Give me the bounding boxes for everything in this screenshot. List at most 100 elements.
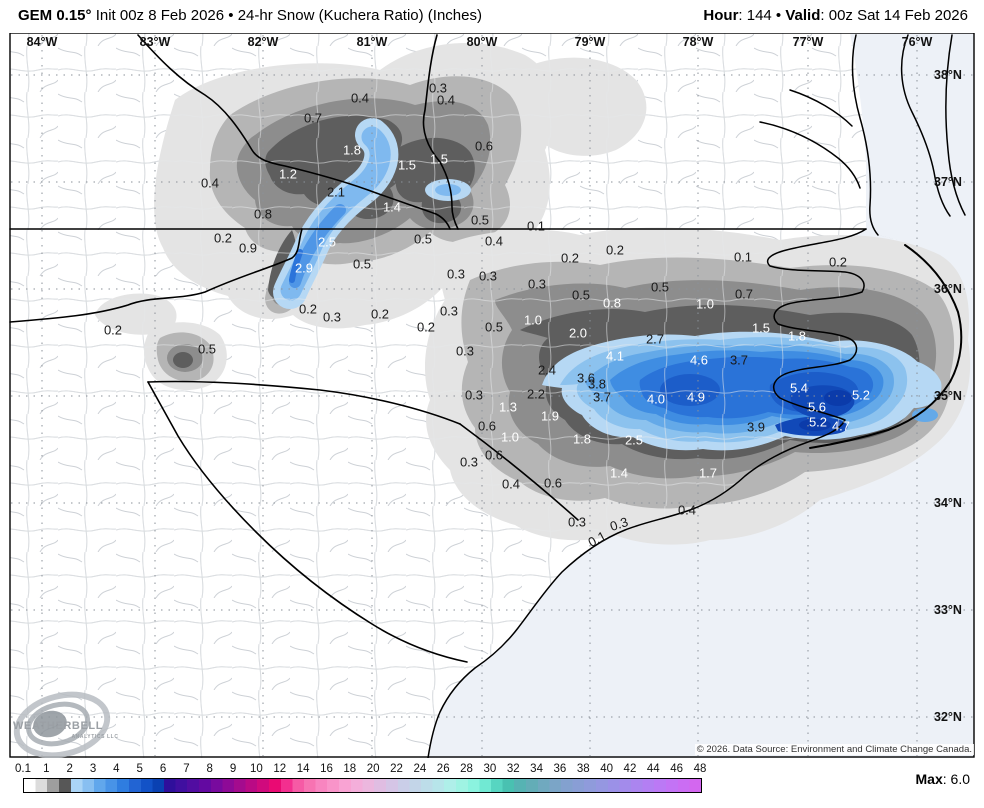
legend-color-segment: [117, 779, 141, 792]
legend-color-segment: [444, 779, 468, 792]
snow-value-label: 4.7: [832, 419, 850, 434]
snow-value-label: 0.2: [104, 323, 122, 338]
snow-value-label: 0.6: [485, 448, 503, 463]
header-bar: GEM 0.15° Init 00z 8 Feb 2026 • 24-hr Sn…: [0, 0, 984, 33]
snow-value-label: 0.4: [437, 93, 455, 108]
snow-value-label: 1.5: [398, 158, 416, 173]
legend-tick: 28: [460, 763, 473, 775]
legend-color-segment: [350, 779, 375, 792]
atlantic-ocean: [428, 33, 974, 758]
snow-value-label: 0.2: [299, 302, 317, 317]
snow-value-label: 0.4: [351, 91, 369, 106]
snow-value-label: 0.4: [678, 503, 696, 518]
snow-value-label: 1.4: [610, 466, 628, 481]
chesapeake-bay: [851, 34, 879, 236]
snow-value-label: 3.7: [593, 390, 611, 405]
snow-value-label: 4.6: [690, 353, 708, 368]
legend-color-segment: [654, 779, 678, 792]
lat-label: 35°N: [934, 389, 962, 403]
snow-value-label: 0.2: [371, 307, 389, 322]
snow-value-label: 1.5: [430, 152, 448, 167]
legend-color-segment: [514, 779, 538, 792]
legend-color-segment: [584, 779, 608, 792]
legend-tick: 22: [390, 763, 403, 775]
snow-value-label: 0.1: [585, 528, 608, 550]
snow-value-label: 0.8: [603, 296, 621, 311]
lat-label: 32°N: [934, 710, 962, 724]
legend-tick: 0.1: [15, 763, 31, 775]
border-sc-ga: [147, 381, 468, 663]
snow-value-label: 2.7: [646, 332, 664, 347]
snow-value-label: 2.9: [295, 261, 313, 276]
snow-value-label: 3.6: [577, 371, 595, 386]
snow-value-label: 0.3: [429, 81, 447, 96]
snow-value-label: 0.5: [572, 288, 590, 303]
legend-tick: 3: [89, 763, 97, 775]
snow-value-label: 0.3: [568, 515, 586, 530]
snow-value-label: 3.8: [588, 377, 606, 392]
snow-value-label: 4.1: [606, 349, 624, 364]
snow-value-label: 1.8: [788, 329, 806, 344]
snow-value-label: 1.8: [343, 143, 361, 158]
legend-color-segment: [210, 779, 235, 792]
snow-value-label: 1.8: [573, 432, 591, 447]
valid-label: Valid: [785, 7, 821, 24]
snow-value-label: 2.5: [625, 433, 643, 448]
legend-tick: 44: [646, 763, 660, 775]
legend-tick: 9: [229, 763, 237, 775]
legend-tick: 12: [273, 763, 287, 775]
hurricane-swirl-icon: [13, 691, 111, 758]
legend-color-bar: [23, 778, 702, 793]
legend-tick: 24: [413, 763, 427, 775]
snow-value-label: 0.2: [561, 251, 579, 266]
legend-tick: 32: [506, 763, 520, 775]
legend-tick: 14: [296, 763, 310, 775]
legend-tick: 38: [576, 763, 590, 775]
valid-time: Hour: 144 • Valid: 00z Sat 14 Feb 2026: [703, 7, 968, 24]
lon-label: 83°W: [140, 35, 171, 49]
snow-value-label: 1.3: [499, 400, 517, 415]
york-river: [789, 89, 853, 127]
lat-label: 37°N: [934, 175, 962, 189]
map-frame: [9, 33, 975, 758]
legend-tick: 48: [693, 763, 707, 775]
snow-value-label: 4.9: [687, 390, 705, 405]
legend-tick: 42: [623, 763, 637, 775]
snow-value-label: 0.7: [304, 111, 322, 126]
forecast-map[interactable]: 84°W 83°W 82°W 81°W 80°W 79°W 78°W 77°W 76°W 38°…: [0, 33, 984, 758]
state-borders: [9, 34, 867, 663]
snow-value-label: 0.5: [471, 213, 489, 228]
snow-value-label: 0.2: [829, 255, 847, 270]
legend-tick: 20: [366, 763, 380, 775]
legend-tick: 10: [250, 763, 263, 775]
snow-value-label: 0.1: [527, 219, 545, 234]
delmarva-west: [900, 34, 951, 217]
legend-tick: 5: [136, 763, 143, 775]
legend-color-segment: [24, 779, 48, 792]
delmarva-east: [945, 34, 966, 216]
snow-value-label: 1.7: [699, 466, 717, 481]
lon-label: 82°W: [248, 35, 279, 49]
border-ky-va: [137, 34, 451, 230]
snow-value-label: 0.3: [479, 269, 497, 284]
snow-value-label: 5.6: [808, 400, 826, 415]
snow-value-label: 0.5: [651, 280, 669, 295]
snow-value-label: 0.5: [198, 342, 216, 357]
map-title: GEM 0.15° Init 00z 8 Feb 2026 • 24-hr Sn…: [18, 7, 482, 24]
snow-value-label: 0.5: [414, 232, 432, 247]
legend-color-segment: [140, 779, 165, 792]
legend-color-segment: [607, 779, 631, 792]
max-label: Max: [915, 771, 943, 787]
legend-color-segment: [420, 779, 445, 792]
snow-value-label: 0.4: [201, 176, 219, 191]
snow-value-label: 0.3: [440, 304, 458, 319]
border-tn-nc: [9, 228, 303, 323]
legend-tick: 8: [206, 763, 213, 775]
snow-value-label: 1.9: [541, 409, 559, 424]
logo-title: WEATHERBELL: [13, 720, 103, 732]
snow-value-label: 2.2: [527, 387, 545, 402]
border-nc-sc-east: [459, 423, 579, 521]
legend-tick: 16: [320, 763, 333, 775]
snow-value-label: 0.2: [214, 231, 232, 246]
lon-label: 79°W: [575, 35, 606, 49]
